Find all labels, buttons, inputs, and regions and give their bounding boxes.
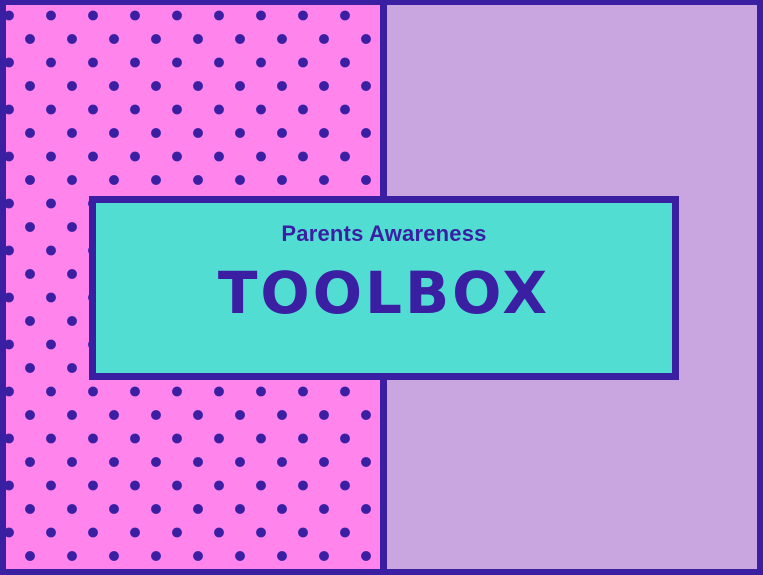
title-box: Parents Awareness TOOLBOX (89, 196, 679, 380)
title: TOOLBOX (217, 259, 551, 327)
subtitle: Parents Awareness (281, 221, 487, 246)
